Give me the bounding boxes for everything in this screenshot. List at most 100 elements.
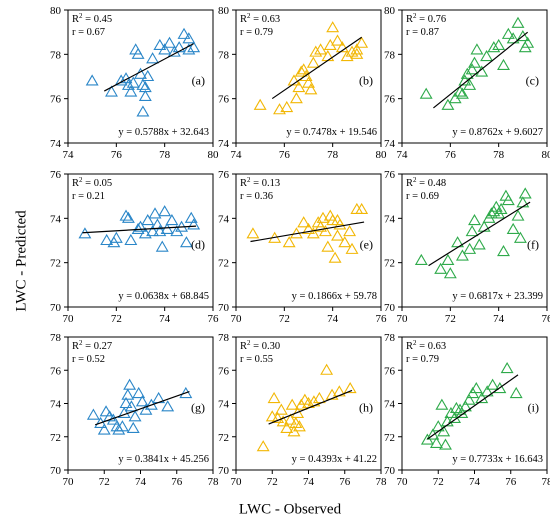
- y-tick-label: 72: [50, 258, 61, 270]
- r-squared-value: 0.30: [262, 341, 280, 352]
- r-squared-label: R2 = 0.27: [72, 339, 112, 352]
- y-tick-label: 74: [384, 213, 396, 225]
- r-value: 0.79: [255, 27, 273, 38]
- x-tick-label: 76: [445, 149, 457, 161]
- x-tick-label: 76: [339, 476, 351, 488]
- r-value: 0.87: [421, 27, 439, 38]
- y-axis-title: LWC - Predicted: [14, 210, 31, 311]
- r-value: 0.79: [421, 354, 439, 365]
- panel-label: (f): [527, 237, 539, 251]
- panel-label: (c): [526, 73, 539, 87]
- r-squared-label: R2 = 0.13: [240, 176, 280, 189]
- regression-equation: y = 0.7733x + 16.643: [452, 454, 543, 465]
- r-label: r = 0.36: [240, 191, 273, 202]
- regression-equation: y = 0.3841x + 45.256: [118, 454, 209, 465]
- y-tick-label: 74: [218, 213, 230, 225]
- x-tick-label: 74: [303, 476, 315, 488]
- r-squared-value: 0.63: [428, 341, 446, 352]
- x-tick-label: 76: [279, 149, 291, 161]
- r-label: r = 0.21: [72, 191, 105, 202]
- x-tick-label: 78: [327, 149, 339, 161]
- x-tick-label: 76: [171, 476, 183, 488]
- x-tick-label: 76: [376, 313, 388, 325]
- y-tick-label: 78: [218, 49, 230, 61]
- r-label: r = 0.52: [72, 354, 105, 365]
- regression-equation: y = 0.0638x + 68.845: [118, 291, 209, 302]
- x-tick-label: 72: [111, 313, 122, 325]
- r-squared-value: 0.27: [94, 341, 112, 352]
- x-tick-label: 80: [376, 149, 388, 161]
- r-label: r = 0.67: [72, 27, 105, 38]
- r-value: 0.36: [255, 191, 273, 202]
- x-tick-label: 70: [231, 313, 243, 325]
- x-tick-label: 78: [376, 476, 388, 488]
- r-squared-label: R2 = 0.48: [406, 176, 446, 189]
- y-tick-label: 74: [50, 399, 62, 411]
- x-tick-label: 70: [63, 476, 75, 488]
- x-tick-label: 76: [208, 313, 220, 325]
- y-tick-label: 76: [218, 365, 230, 377]
- r-squared-label: R2 = 0.45: [72, 12, 112, 25]
- y-tick-label: 76: [218, 94, 230, 106]
- x-axis-title: LWC - Observed: [239, 502, 341, 519]
- x-tick-label: 76: [111, 149, 123, 161]
- r-value: 0.69: [421, 191, 439, 202]
- x-tick-label: 70: [63, 313, 75, 325]
- r-squared-value: 0.76: [428, 14, 446, 25]
- y-tick-label: 70: [218, 465, 230, 477]
- x-tick-label: 74: [327, 313, 339, 325]
- r-label: r = 0.55: [240, 354, 273, 365]
- x-tick-label: 80: [542, 149, 550, 161]
- x-tick-label: 72: [433, 476, 444, 488]
- panel-label: (g): [191, 400, 205, 414]
- x-tick-label: 80: [208, 149, 220, 161]
- x-tick-label: 70: [397, 313, 409, 325]
- r-label: r = 0.87: [406, 27, 439, 38]
- x-tick-label: 72: [267, 476, 278, 488]
- y-tick-label: 78: [50, 49, 62, 61]
- y-tick-label: 74: [50, 138, 62, 150]
- r-squared-label: R2 = 0.63: [406, 339, 446, 352]
- r-value: 0.21: [87, 191, 105, 202]
- y-tick-label: 76: [50, 169, 62, 181]
- panel-label: (e): [360, 237, 373, 251]
- x-tick-label: 74: [493, 313, 505, 325]
- y-tick-label: 76: [384, 94, 396, 106]
- r-squared-value: 0.63: [262, 14, 280, 25]
- regression-equation: y = 0.1866x + 59.78: [292, 291, 377, 302]
- y-tick-label: 70: [384, 302, 396, 314]
- regression-equation: y = 0.5788x + 32.643: [118, 127, 209, 138]
- regression-equation: y = 0.4393x + 41.22: [292, 454, 377, 465]
- panel-label: (i): [528, 400, 539, 414]
- panel-label: (h): [359, 400, 373, 414]
- r-squared-value: 0.05: [94, 178, 112, 189]
- r-squared-label: R2 = 0.05: [72, 176, 112, 189]
- x-tick-label: 76: [505, 476, 517, 488]
- panel-label: (d): [191, 237, 205, 251]
- y-tick-label: 72: [384, 258, 395, 270]
- x-tick-label: 74: [159, 313, 171, 325]
- y-tick-label: 76: [384, 365, 396, 377]
- x-tick-label: 78: [208, 476, 220, 488]
- x-tick-label: 74: [397, 149, 409, 161]
- x-tick-label: 72: [279, 313, 290, 325]
- r-label: r = 0.69: [406, 191, 439, 202]
- y-tick-label: 70: [50, 302, 62, 314]
- y-tick-label: 72: [218, 432, 229, 444]
- r-squared-value: 0.48: [428, 178, 446, 189]
- y-tick-label: 74: [218, 399, 230, 411]
- regression-equation: y = 0.7478x + 19.546: [286, 127, 377, 138]
- y-tick-label: 76: [50, 365, 62, 377]
- y-tick-label: 78: [50, 332, 62, 344]
- regression-equation: y = 0.6817x + 23.399: [452, 291, 543, 302]
- x-tick-label: 72: [99, 476, 110, 488]
- panel-label: (b): [359, 73, 373, 87]
